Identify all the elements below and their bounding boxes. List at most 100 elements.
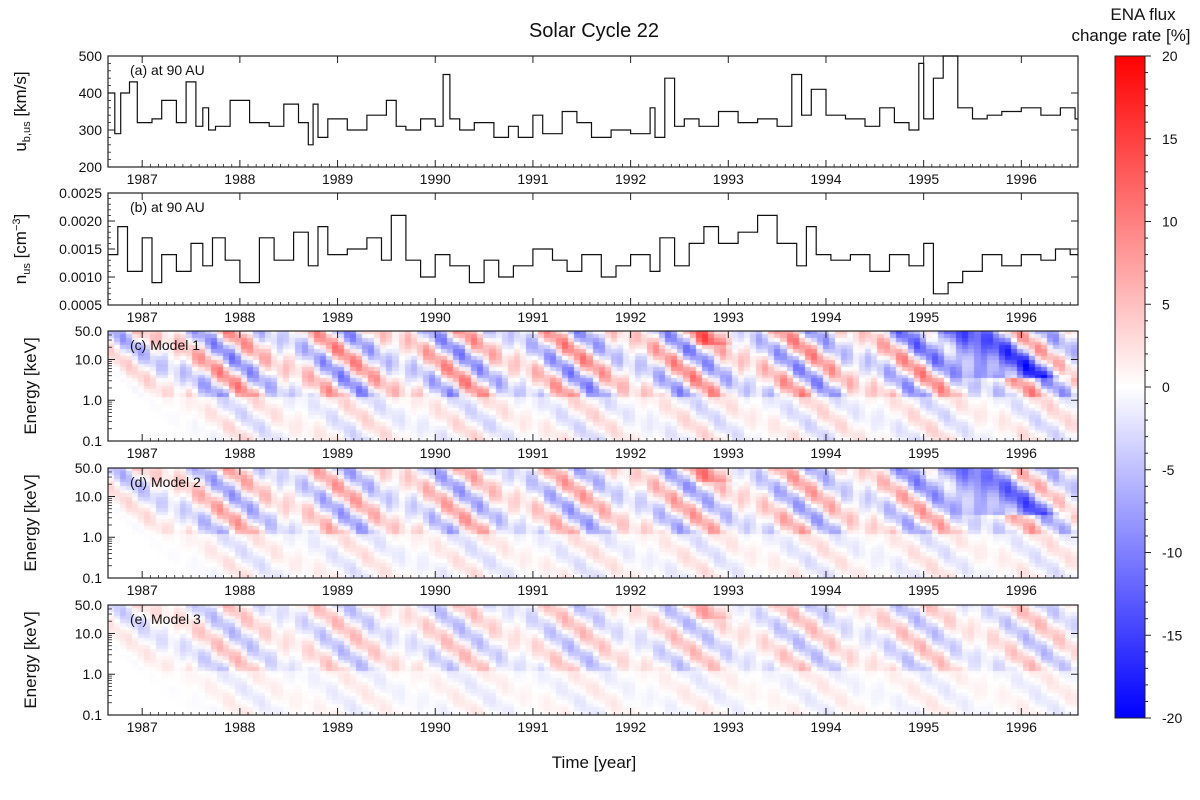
y-tick-label-a: 200: [79, 159, 103, 175]
y-tick-label-e: 50.0: [75, 597, 102, 613]
panel-c: 1987 1988 1989 1990 1991 1992 1993 1994 1995 1996…: [21, 323, 1079, 461]
x-tick-label-d: 1988: [224, 582, 255, 598]
x-tick-label-d: 1996: [1006, 582, 1037, 598]
colorbar-gradient: [1114, 55, 1146, 719]
y-label-sub: us: [21, 263, 33, 275]
y-axis-label-d: Energy [keV]: [21, 474, 40, 571]
panel-annotation-c: (c) Model 1: [130, 337, 200, 353]
x-tick-label-b: 1990: [420, 309, 451, 325]
y-tick-label-e: 10.0: [75, 625, 102, 641]
y-label-close: ]: [11, 214, 30, 219]
plot-frame-b: [107, 192, 1079, 306]
x-tick-label-a: 1996: [1006, 171, 1037, 187]
x-tick-label-e: 1987: [127, 719, 158, 735]
y-label-sub: b,us: [21, 121, 33, 142]
x-tick-label-c: 1996: [1006, 445, 1037, 461]
x-tick-label-e: 1995: [908, 719, 939, 735]
colorbar-tick-label: 10: [1162, 214, 1178, 230]
y-label-unit: [cm: [11, 231, 30, 263]
x-tick-label-b: 1989: [322, 309, 353, 325]
x-tick-label-e: 1989: [322, 719, 353, 735]
x-tick-label-b: 1987: [127, 309, 158, 325]
y-tick-label-d: 1.0: [83, 529, 103, 545]
plot-frame-a: [107, 55, 1079, 168]
x-tick-label-e: 1994: [810, 719, 841, 735]
heatmap-c: [108, 331, 1078, 441]
x-tick-label-e: 1993: [713, 719, 744, 735]
y-tick-label-c: 50.0: [75, 323, 102, 339]
colorbar-tick-label: -20: [1162, 710, 1182, 726]
x-tick-label-a: 1987: [127, 171, 158, 187]
x-tick-label-a: 1988: [224, 171, 255, 187]
colorbar-tick-label: 20: [1162, 48, 1178, 64]
x-tick-label-d: 1990: [420, 582, 451, 598]
x-tick-label-e: 1996: [1006, 719, 1037, 735]
y-label-unit: [km/s]: [11, 71, 30, 121]
y-tick-label-c: 0.1: [83, 433, 103, 449]
x-tick-label-c: 1990: [420, 445, 451, 461]
x-tick-label-a: 1994: [810, 171, 841, 187]
panel-d: 1987 1988 1989 1990 1991 1992 1993 1994 1995 1996…: [21, 460, 1079, 598]
x-tick-label-c: 1995: [908, 445, 939, 461]
plot-frame-c: [107, 330, 1079, 442]
x-tick-label-c: 1988: [224, 445, 255, 461]
x-tick-label-c: 1993: [713, 445, 744, 461]
x-tick-label-e: 1988: [224, 719, 255, 735]
colorbar-label-line1: ENA flux: [1110, 5, 1176, 24]
panel-a: 1987 1988 1989 1990 1991 1992 1993 1994 1995 1996…: [11, 48, 1079, 187]
y-tick-label-e: 0.1: [83, 707, 103, 723]
heatmap-canvas-c: [108, 331, 1078, 441]
x-tick-label-b: 1995: [908, 309, 939, 325]
y-tick-label-b: 0.0015: [59, 241, 102, 257]
x-tick-label-c: 1991: [517, 445, 548, 461]
x-tick-label-a: 1991: [517, 171, 548, 187]
colorbar-tick-label: 15: [1162, 131, 1178, 147]
panel-annotation-a: (a) at 90 AU: [130, 62, 205, 78]
colorbar-label-line2: change rate [%]: [1071, 26, 1190, 45]
panel-annotation-b: (b) at 90 AU: [130, 199, 205, 215]
colorbar-tick-label: 5: [1162, 296, 1170, 312]
x-tick-label-d: 1989: [322, 582, 353, 598]
panel-annotation-e: (e) Model 3: [130, 611, 201, 627]
y-tick-label-c: 1.0: [83, 392, 103, 408]
x-tick-label-a: 1993: [713, 171, 744, 187]
panels: 1987 1988 1989 1990 1991 1992 1993 1994 1995 1996…: [11, 48, 1079, 735]
x-tick-label-d: 1995: [908, 582, 939, 598]
x-tick-label-a: 1992: [615, 171, 646, 187]
colorbar-tick-label: 0: [1162, 379, 1170, 395]
heatmap-d: [108, 468, 1078, 578]
y-label-main: u: [11, 142, 30, 151]
y-tick-label-c: 10.0: [75, 351, 102, 367]
x-tick-label-a: 1990: [420, 171, 451, 187]
series-line-b: [108, 214, 1078, 295]
heatmap-e: [108, 605, 1078, 715]
x-axis-label: Time [year]: [552, 753, 636, 772]
y-tick-label-d: 50.0: [75, 460, 102, 476]
y-label-sup: −3: [11, 218, 23, 231]
x-tick-label-b: 1992: [615, 309, 646, 325]
x-tick-label-d: 1994: [810, 582, 841, 598]
x-tick-label-b: 1991: [517, 309, 548, 325]
panel-e: 1987 1988 1989 1990 1991 1992 1993 1994 1995 1996…: [21, 597, 1079, 735]
x-tick-label-b: 1988: [224, 309, 255, 325]
y-tick-label-a: 400: [79, 85, 103, 101]
chart-title: Solar Cycle 22: [529, 20, 659, 42]
colorbar-tick-label: -10: [1162, 545, 1182, 561]
y-tick-label-b: 0.0025: [59, 185, 102, 201]
heatmap-canvas-e: [108, 605, 1078, 715]
panel-b: 1987 1988 1989 1990 1991 1992 1993 1994 1995 1996…: [11, 185, 1079, 325]
y-tick-label-b: 0.0005: [59, 297, 102, 313]
x-tick-label-e: 1990: [420, 719, 451, 735]
y-axis-label-a: ub,us [km/s]: [11, 71, 33, 151]
y-tick-label-b: 0.0010: [59, 269, 102, 285]
heatmap-canvas-d: [108, 468, 1078, 578]
y-tick-label-d: 10.0: [75, 488, 102, 504]
y-tick-label-e: 1.0: [83, 666, 103, 682]
x-tick-label-d: 1993: [713, 582, 744, 598]
plot-frame-e: [107, 604, 1079, 716]
x-tick-label-b: 1993: [713, 309, 744, 325]
x-tick-label-c: 1987: [127, 445, 158, 461]
y-tick-label-d: 0.1: [83, 570, 103, 586]
y-axis-label-e: Energy [keV]: [21, 611, 40, 708]
